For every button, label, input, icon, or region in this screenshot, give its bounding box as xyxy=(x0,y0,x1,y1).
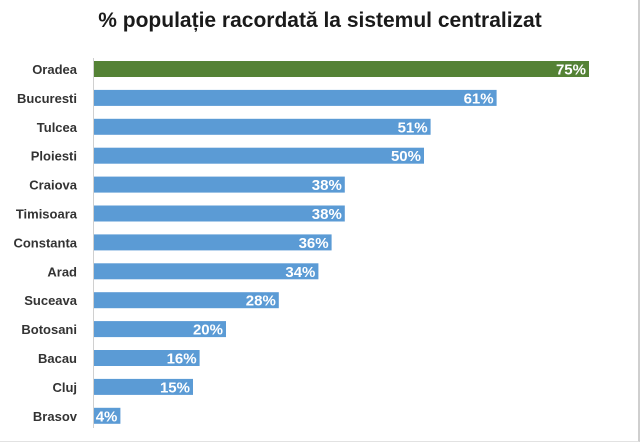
value-label-suceava: 28% xyxy=(246,293,276,310)
bar-arad xyxy=(94,263,319,280)
bar-botosani xyxy=(94,321,226,338)
bar-ploiesti xyxy=(94,147,424,164)
bar-constanta xyxy=(94,234,332,251)
category-label-craiova: Craiova xyxy=(29,178,77,193)
bar-craiova xyxy=(94,176,345,193)
value-label-arad: 34% xyxy=(285,264,315,281)
value-label-tulcea: 51% xyxy=(398,119,428,136)
bar-bacau xyxy=(94,350,200,366)
category-label-bucuresti: Bucuresti xyxy=(17,91,77,106)
value-label-timisoara: 38% xyxy=(312,206,342,223)
value-label-craiova: 38% xyxy=(312,177,342,194)
bar-suceava xyxy=(94,292,279,309)
category-label-timisoara: Timisoara xyxy=(16,207,78,222)
category-label-arad: Arad xyxy=(47,264,77,279)
value-label-oradea: 75% xyxy=(556,62,586,79)
value-label-ploiesti: 50% xyxy=(391,148,421,165)
category-label-suceava: Suceava xyxy=(24,293,78,308)
category-label-tulcea: Tulcea xyxy=(37,120,78,135)
category-label-constanta: Constanta xyxy=(13,235,77,250)
category-label-botosani: Botosani xyxy=(21,322,77,337)
bar-timisoara xyxy=(94,205,345,222)
category-label-brasov: Brasov xyxy=(33,409,78,424)
bar-cluj xyxy=(94,378,193,395)
category-label-cluj: Cluj xyxy=(52,380,77,395)
bar-bucuresti xyxy=(94,89,497,106)
bar-tulcea xyxy=(94,118,431,135)
value-label-brasov: 4% xyxy=(96,408,118,425)
category-label-bacau: Bacau xyxy=(38,351,77,366)
value-label-bacau: 16% xyxy=(167,351,197,368)
bar-brasov xyxy=(94,407,121,424)
category-label-ploiesti: Ploiesti xyxy=(31,149,77,164)
value-label-constanta: 36% xyxy=(299,235,329,252)
chart-title: % populație racordată la sistemul centra… xyxy=(98,9,542,32)
value-label-cluj: 15% xyxy=(160,379,190,396)
category-label-oradea: Oradea xyxy=(32,62,78,77)
bar-oradea xyxy=(94,61,589,77)
value-label-botosani: 20% xyxy=(193,322,223,339)
value-label-bucuresti: 61% xyxy=(464,90,494,107)
